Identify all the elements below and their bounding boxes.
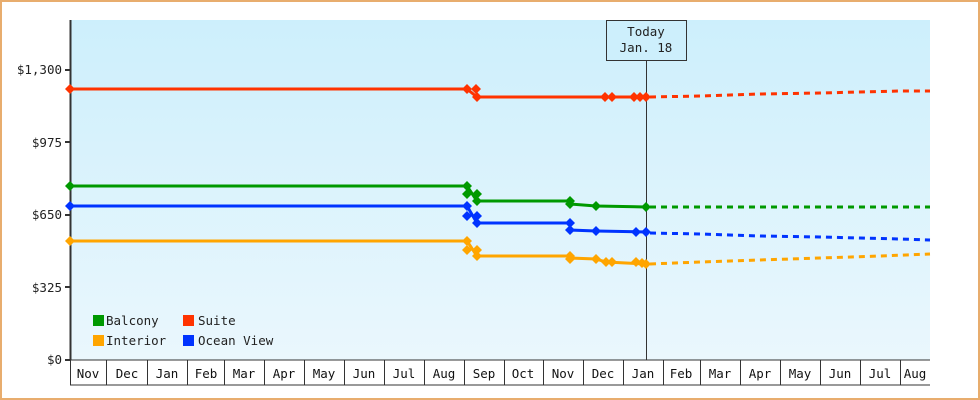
- y-ticks: $1,300 $975 $650 $325 $0: [17, 62, 70, 367]
- series-interior: [65, 236, 931, 269]
- y-tick-label: $650: [32, 207, 62, 222]
- series-balcony: [65, 181, 930, 212]
- month-label: Apr: [749, 366, 772, 381]
- month-label: Aug: [433, 366, 456, 381]
- month-label: Nov: [77, 366, 100, 381]
- month-label: Apr: [273, 366, 296, 381]
- month-label: Mar: [233, 366, 256, 381]
- today-date: Jan. 18: [620, 40, 673, 55]
- month-label: Dec: [116, 366, 139, 381]
- month-label: Feb: [195, 366, 218, 381]
- month-label: Jul: [393, 366, 416, 381]
- month-label: Mar: [709, 366, 732, 381]
- legend-label-interior: Interior: [106, 333, 167, 348]
- legend-label-ocean-view: Ocean View: [198, 333, 274, 348]
- month-label: Dec: [592, 366, 615, 381]
- legend-swatch-interior: [93, 335, 104, 346]
- month-label: Aug: [904, 366, 927, 381]
- today-label: Today: [627, 24, 665, 39]
- month-labels: Nov Dec Jan Feb Mar Apr May Jun Jul Aug …: [77, 366, 927, 381]
- y-tick-label: $0: [47, 352, 62, 367]
- legend-swatch-suite: [183, 315, 194, 326]
- month-label: Jan: [632, 366, 655, 381]
- month-label: Jun: [353, 366, 376, 381]
- month-axis: [70, 360, 930, 386]
- legend: Balcony Suite Interior Ocean View: [93, 313, 274, 348]
- series-ocean-view: [65, 201, 931, 242]
- legend-label-balcony: Balcony: [106, 313, 159, 328]
- y-tick-label: $975: [32, 135, 62, 150]
- month-label: Jun: [829, 366, 852, 381]
- month-label: Jan: [156, 366, 179, 381]
- y-tick-label: $1,300: [17, 62, 62, 77]
- month-label: Nov: [552, 366, 575, 381]
- month-label: Jul: [869, 366, 892, 381]
- legend-swatch-ocean-view: [183, 335, 194, 346]
- month-label: Oct: [512, 366, 535, 381]
- month-label: May: [789, 366, 812, 381]
- legend-label-suite: Suite: [198, 313, 236, 328]
- y-tick-label: $325: [32, 280, 62, 295]
- plot-area: [70, 20, 930, 360]
- series-suite: [65, 84, 930, 102]
- month-label: Feb: [670, 366, 693, 381]
- legend-swatch-balcony: [93, 315, 104, 326]
- month-label: Sep: [473, 366, 496, 381]
- month-label: May: [313, 366, 336, 381]
- today-marker: Today Jan. 18: [606, 20, 687, 360]
